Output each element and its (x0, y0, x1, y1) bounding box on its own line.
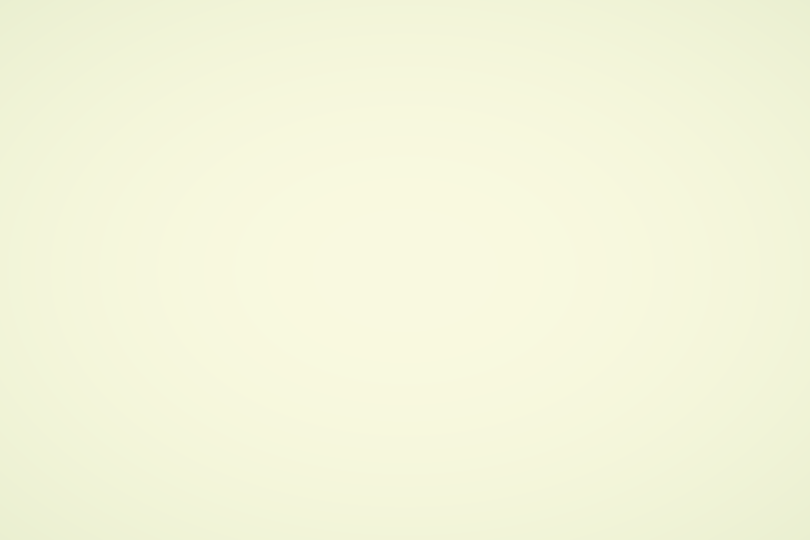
Text: Experimental constraints on the optical model parameters in the A>100 region: Experimental constraints on the optical … (121, 178, 759, 193)
Text: A>100 region: A>100 region (157, 287, 272, 305)
FancyBboxPatch shape (144, 76, 686, 161)
Text: •   ~100% enriched targets: • ~100% enriched targets (140, 238, 369, 256)
Text: optical model parameters in the: optical model parameters in the (157, 274, 424, 292)
FancyBboxPatch shape (497, 207, 640, 261)
FancyBboxPatch shape (497, 291, 640, 345)
Text: Experimental
Optical  potential
(extrapolated): Experimental Optical potential (extrapol… (497, 376, 640, 436)
Text: Theoretical
cross section: Theoretical cross section (514, 298, 622, 337)
Text: Experimental
cross section: Experimental cross section (513, 215, 624, 254)
Text: •   Experimental constraints on the: • Experimental constraints on the (140, 261, 433, 279)
Text: •   Alternative: (n,α) studies: • Alternative: (n,α) studies (140, 357, 373, 375)
Text: •   Precision scattering chamber: • Precision scattering chamber (140, 215, 408, 233)
FancyBboxPatch shape (497, 374, 640, 439)
FancyBboxPatch shape (148, 81, 691, 166)
Text: (α,α) experiments at low energies: (α,α) experiments at low energies (126, 103, 705, 134)
